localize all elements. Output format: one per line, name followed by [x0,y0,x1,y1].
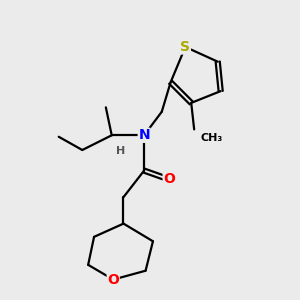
Text: CH₃: CH₃ [201,133,223,143]
Text: N: N [138,128,150,142]
Text: O: O [163,172,175,186]
Text: H: H [116,146,125,157]
Text: S: S [180,40,190,54]
Text: O: O [107,273,119,286]
